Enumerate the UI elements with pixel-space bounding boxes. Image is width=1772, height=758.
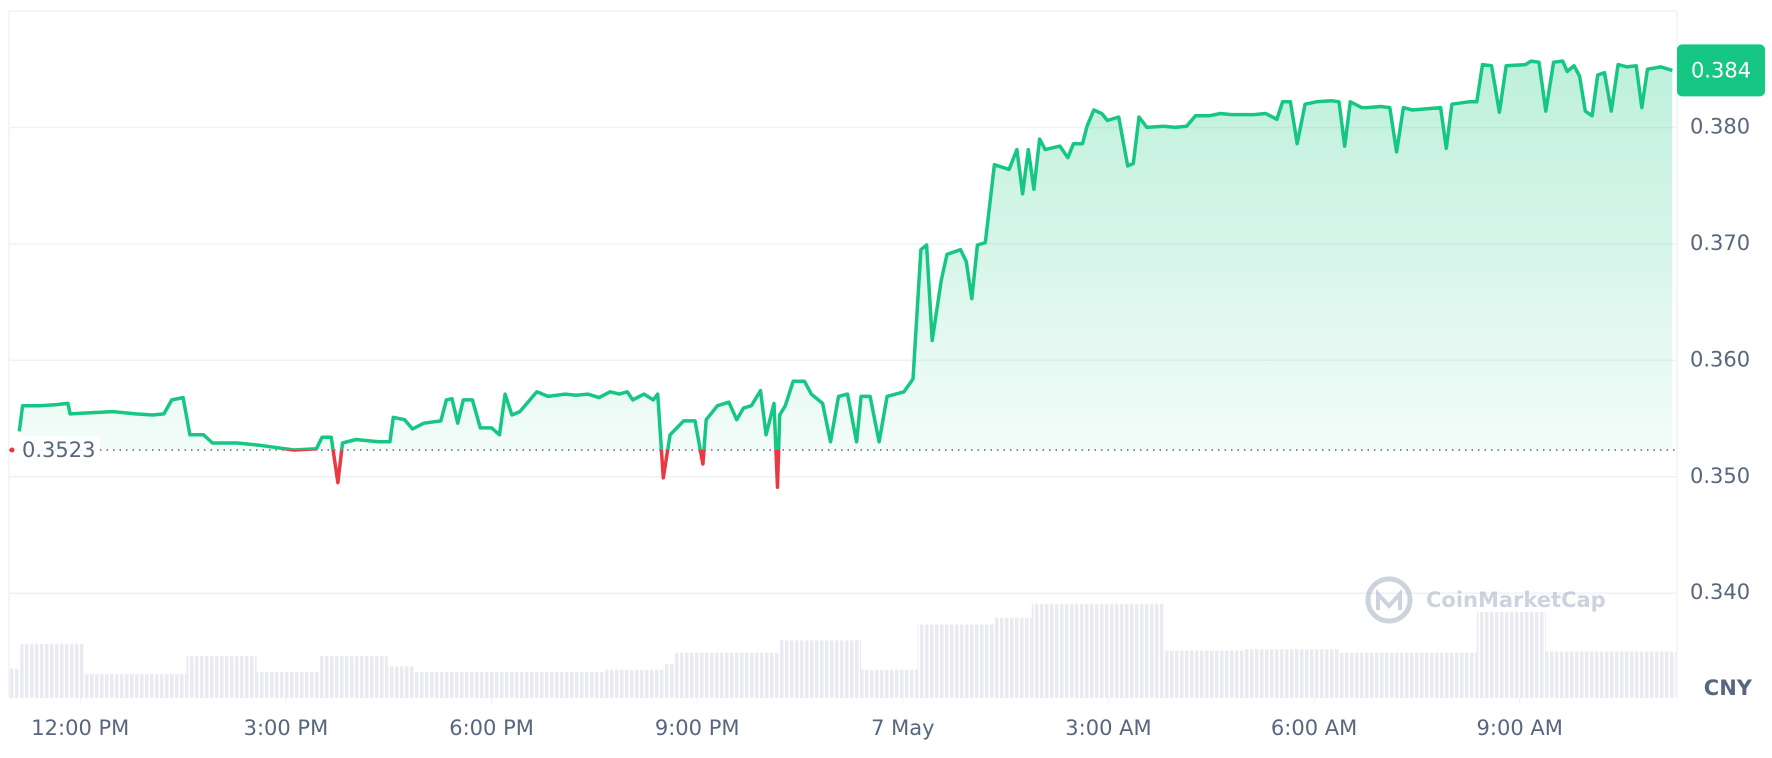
- volume-bar: [994, 617, 1032, 698]
- volume-bar: [9, 668, 21, 698]
- price-tag-bg: [1677, 44, 1765, 97]
- x-tick-label: 3:00 AM: [1065, 716, 1151, 740]
- volume-bar: [84, 674, 187, 698]
- baseline-label-bg: [14, 435, 100, 464]
- y-tick-label: 0.380: [1690, 114, 1750, 138]
- currency-label: CNY: [1704, 676, 1753, 700]
- y-tick-label: 0.370: [1690, 231, 1750, 255]
- y-tick-label: 0.350: [1690, 464, 1750, 488]
- volume-bar: [1338, 652, 1477, 698]
- volume-bar: [779, 640, 862, 698]
- baseline-dot: [9, 447, 15, 453]
- volume-bar: [663, 664, 675, 698]
- x-tick-label: 7 May: [871, 716, 934, 740]
- price-tag: 0.384: [1691, 58, 1751, 82]
- x-tick-label: 3:00 PM: [244, 716, 329, 740]
- volume-bar: [318, 656, 388, 698]
- volume-bar: [604, 669, 664, 698]
- volume-bar: [861, 669, 918, 698]
- volume-bar: [20, 643, 85, 698]
- volume-bar: [674, 652, 780, 698]
- volume-bar: [1545, 651, 1676, 698]
- x-tick-label: 12:00 PM: [31, 716, 129, 740]
- watermark: CoinMarketCap: [1365, 576, 1606, 624]
- volume-bar: [1031, 604, 1164, 698]
- volume-bar: [917, 624, 995, 698]
- watermark-text: CoinMarketCap: [1426, 588, 1606, 612]
- volume-layer: [9, 604, 1676, 698]
- volume-bar: [1163, 650, 1207, 698]
- volume-bar: [387, 666, 415, 698]
- volume-bar: [414, 672, 605, 698]
- line-layer: [9, 59, 1676, 489]
- y-tick-label: 0.340: [1690, 580, 1750, 604]
- x-tick-label: 6:00 PM: [449, 716, 534, 740]
- y-tick-label: 0.360: [1690, 347, 1750, 371]
- volume-bar: [1242, 649, 1339, 698]
- volume-bar: [256, 672, 319, 698]
- x-tick-label: 6:00 AM: [1271, 716, 1357, 740]
- x-tick-label: 9:00 AM: [1477, 716, 1563, 740]
- price-line-up: [17, 59, 1673, 450]
- baseline-label: 0.3523: [22, 438, 95, 462]
- volume-bar: [186, 656, 257, 698]
- volume-bar: [1476, 612, 1546, 698]
- x-tick-label: 9:00 PM: [655, 716, 740, 740]
- price-area: [19, 61, 1673, 450]
- volume-bar: [1206, 650, 1243, 698]
